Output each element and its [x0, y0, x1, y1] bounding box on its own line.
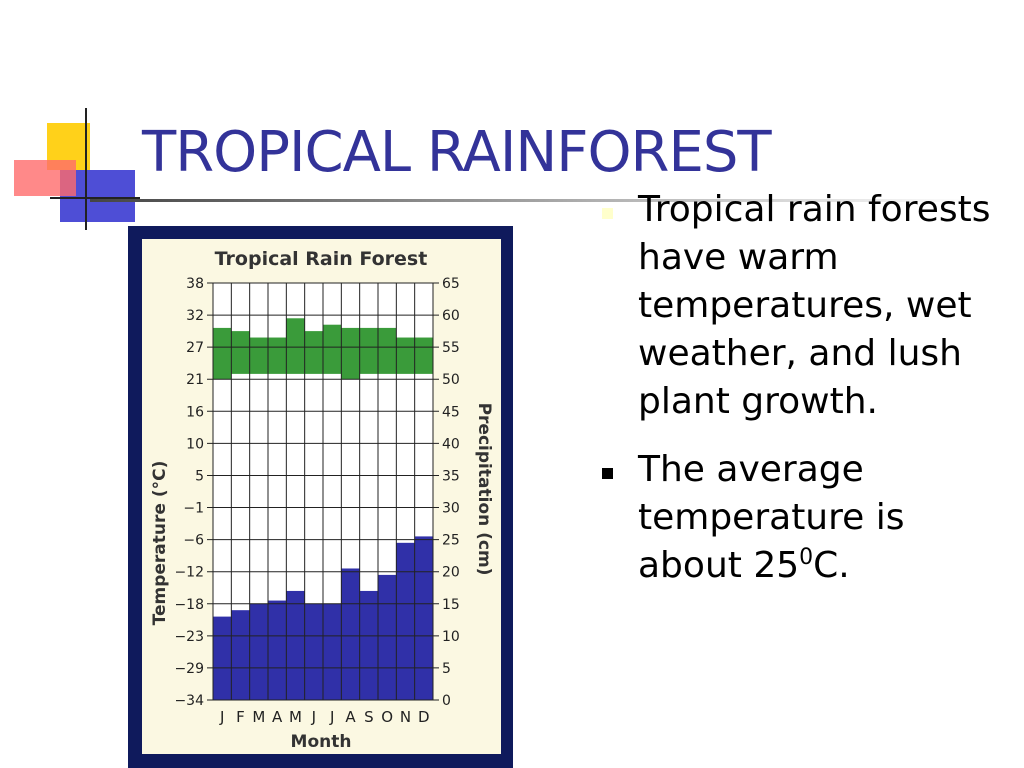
- temperature-band-bar: [304, 331, 323, 374]
- month-tick-label: O: [381, 708, 393, 726]
- precipitation-bar: [341, 568, 360, 700]
- precipitation-tick-label: 30: [442, 501, 460, 517]
- precipitation-tick-label: 65: [442, 276, 460, 292]
- temperature-band-bar: [341, 327, 360, 380]
- temperature-tick-label: −1: [183, 501, 204, 517]
- temperature-tick-label: 38: [186, 276, 204, 292]
- y-axis-right-label: Precipitation (cm): [474, 403, 494, 576]
- title-underline: [90, 199, 970, 202]
- temperature-band-bar: [359, 327, 378, 374]
- temperature-band-bar: [378, 327, 397, 374]
- temperature-tick-label: −12: [174, 565, 204, 581]
- temperature-tick-label: −29: [174, 661, 204, 677]
- temperature-tick-label: −18: [174, 597, 204, 613]
- month-tick-label: S: [364, 708, 374, 726]
- title-decoration: [14, 108, 140, 230]
- temperature-tick-label: −23: [174, 629, 204, 645]
- precipitation-tick-label: 40: [442, 436, 460, 452]
- precipitation-bar: [414, 536, 433, 700]
- bullet-item-1: Tropical rain forests have warm temperat…: [600, 186, 1010, 426]
- precipitation-tick-label: 25: [442, 533, 460, 549]
- bullet-square-icon: [602, 208, 613, 219]
- temperature-tick-label: −6: [183, 533, 204, 549]
- temperature-band-bar: [231, 331, 250, 374]
- temperature-tick-label: 5: [195, 468, 204, 484]
- temperature-tick-label: −34: [174, 693, 204, 709]
- temperature-band-bar: [268, 337, 287, 374]
- precipitation-tick-label: 45: [442, 404, 460, 420]
- degree-superscript: 0: [799, 545, 814, 570]
- precipitation-bar: [249, 603, 268, 700]
- slide-title: TROPICAL RAINFOREST: [142, 120, 772, 185]
- precipitation-bar: [323, 603, 342, 700]
- precipitation-tick-label: 20: [442, 565, 460, 581]
- temperature-band-bar: [249, 337, 268, 374]
- precipitation-tick-label: 10: [442, 629, 460, 645]
- y-axis-left-label: Temperature (°C): [150, 461, 170, 626]
- month-tick-label: M: [289, 708, 302, 726]
- bullet-text-1: Tropical rain forests have warm temperat…: [638, 189, 991, 422]
- month-tick-label: J: [329, 708, 334, 726]
- month-tick-label: J: [311, 708, 316, 726]
- precipitation-bar: [268, 600, 287, 700]
- temperature-tick-label: 27: [186, 340, 204, 356]
- x-axis-label: Month: [291, 732, 352, 752]
- precipitation-tick-label: 35: [442, 468, 460, 484]
- precipitation-tick-label: 50: [442, 372, 460, 388]
- precipitation-bar: [213, 616, 232, 700]
- month-tick-label: A: [272, 708, 283, 726]
- temperature-tick-label: 32: [186, 308, 204, 324]
- month-tick-label: F: [236, 708, 245, 726]
- temperature-band-bar: [213, 327, 232, 380]
- month-tick-label: M: [252, 708, 265, 726]
- month-tick-label: A: [345, 708, 356, 726]
- precipitation-bar: [286, 590, 305, 700]
- temperature-tick-label: 10: [186, 436, 204, 452]
- deco-red-square: [14, 160, 76, 196]
- precipitation-bar: [304, 603, 323, 700]
- temperature-tick-label: 21: [186, 372, 204, 388]
- precipitation-tick-label: 15: [442, 597, 460, 613]
- precipitation-bar: [378, 574, 397, 700]
- temperature-band-bar: [286, 318, 305, 374]
- temperature-band-bar: [323, 324, 342, 374]
- chart-title: Tropical Rain Forest: [215, 248, 428, 270]
- climate-chart: Tropical Rain Forest 38 32 27 21 16 10 5 −1 −6 −1…: [128, 226, 513, 768]
- precipitation-tick-label: 55: [442, 340, 460, 356]
- temperature-tick-label: 16: [186, 404, 204, 420]
- month-tick-label: N: [400, 708, 411, 726]
- bullet-text-2-end: C.: [813, 545, 850, 586]
- precipitation-bar: [231, 610, 250, 700]
- bullet-list: Tropical rain forests have warm temperat…: [600, 186, 1010, 610]
- month-tick-label: D: [418, 708, 430, 726]
- month-tick-label: J: [219, 708, 224, 726]
- bullet-text-2: The average temperature is about 250C.: [638, 449, 904, 586]
- temperature-band-bar: [396, 337, 415, 374]
- precipitation-tick-label: 5: [442, 661, 451, 677]
- temperature-band-bar: [414, 337, 433, 374]
- bullet-square-icon: [602, 468, 613, 479]
- precipitation-tick-label: 0: [442, 693, 451, 709]
- precipitation-bar: [396, 542, 415, 700]
- precipitation-tick-label: 60: [442, 308, 460, 324]
- bullet-text-2-main: The average temperature is about 25: [638, 449, 905, 586]
- precipitation-bar: [359, 590, 378, 700]
- bullet-item-2: The average temperature is about 250C.: [600, 446, 1010, 590]
